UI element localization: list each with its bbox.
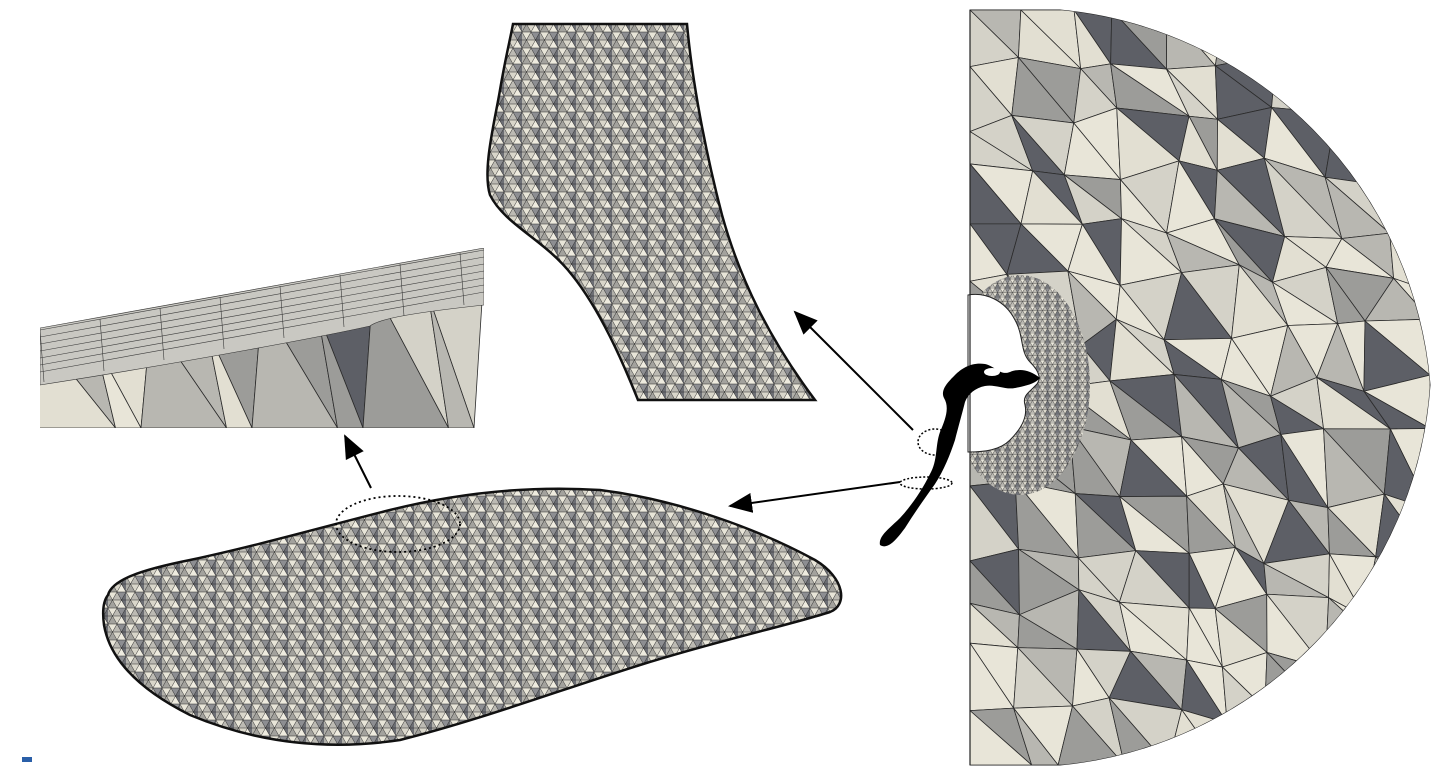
arrow-to-cross-section [728, 481, 901, 513]
mesh-element [1363, 616, 1430, 648]
cross-section-mesh [101, 487, 843, 746]
full-domain-mesh [967, 9, 1431, 766]
prism-layer-divider [219, 296, 225, 350]
mesh-element [317, 311, 364, 428]
arrow-to-throat-zoom [793, 310, 914, 431]
mesh-element [1108, 697, 1169, 765]
vocal-tract-silhouette [879, 363, 1040, 547]
mesh-element [1318, 699, 1380, 765]
mesh-element [1275, 10, 1316, 79]
mesh-element [362, 284, 449, 428]
mesh-element [1180, 709, 1228, 765]
throat-marker [917, 428, 953, 456]
mesh-element [1314, 10, 1394, 54]
mesh-element [1166, 10, 1217, 70]
mesh-element [1313, 76, 1376, 114]
prism-layer-divider [159, 307, 165, 361]
mesh-element [1313, 10, 1395, 78]
mesh-element [1013, 707, 1059, 765]
mesh-element [1318, 668, 1366, 709]
prism-layer-divider [459, 252, 465, 306]
mesh-element [1382, 165, 1430, 231]
prism-layer-divider [339, 274, 345, 328]
mesh-element [1313, 51, 1394, 106]
mesh-element [1271, 53, 1338, 114]
mesh-element [1263, 707, 1336, 765]
arrow-to-boundary-layer [344, 434, 372, 489]
mesh-element [1264, 707, 1336, 765]
prism-layer-divider [399, 263, 405, 317]
mesh-element [1324, 112, 1385, 186]
mesh-element [1374, 556, 1430, 605]
mesh-element [1364, 698, 1430, 765]
prism-layer-divider [40, 329, 45, 383]
mesh-element [1226, 707, 1270, 765]
prism-layer-divider [279, 285, 285, 339]
mesh-element [1324, 643, 1382, 701]
mesh-element [1222, 10, 1278, 56]
mesh-element [1389, 10, 1430, 64]
mesh-element [1265, 651, 1326, 709]
mesh-element [970, 709, 1033, 765]
boundary-marker [335, 495, 461, 553]
mesh-element [1392, 51, 1430, 131]
mesh-element [1318, 706, 1380, 765]
mesh-element [1363, 603, 1430, 648]
throat-zoom-mesh [486, 22, 818, 402]
mesh-element [428, 295, 475, 428]
mesh-element [1364, 556, 1430, 618]
boundary-layer-zoom [40, 248, 484, 428]
mesh-element [1380, 644, 1430, 720]
mesh-element [1364, 643, 1430, 719]
cross-section-marker [899, 476, 953, 490]
prism-layer-divider [99, 318, 105, 372]
oral-cavity-gap [984, 368, 1000, 376]
mesh-element [1389, 10, 1430, 63]
mesh-element [1373, 51, 1430, 132]
mesh-element [1382, 184, 1430, 234]
mesh-element [1363, 699, 1430, 765]
mesh-element [1214, 10, 1278, 67]
corner-mark [22, 757, 32, 762]
mesh-element [1057, 705, 1126, 765]
mesh-element [1324, 596, 1382, 670]
mesh-element [1373, 104, 1430, 187]
mesh-element [1276, 10, 1316, 79]
mesh-element [1220, 722, 1270, 765]
mesh-element [1374, 104, 1430, 168]
